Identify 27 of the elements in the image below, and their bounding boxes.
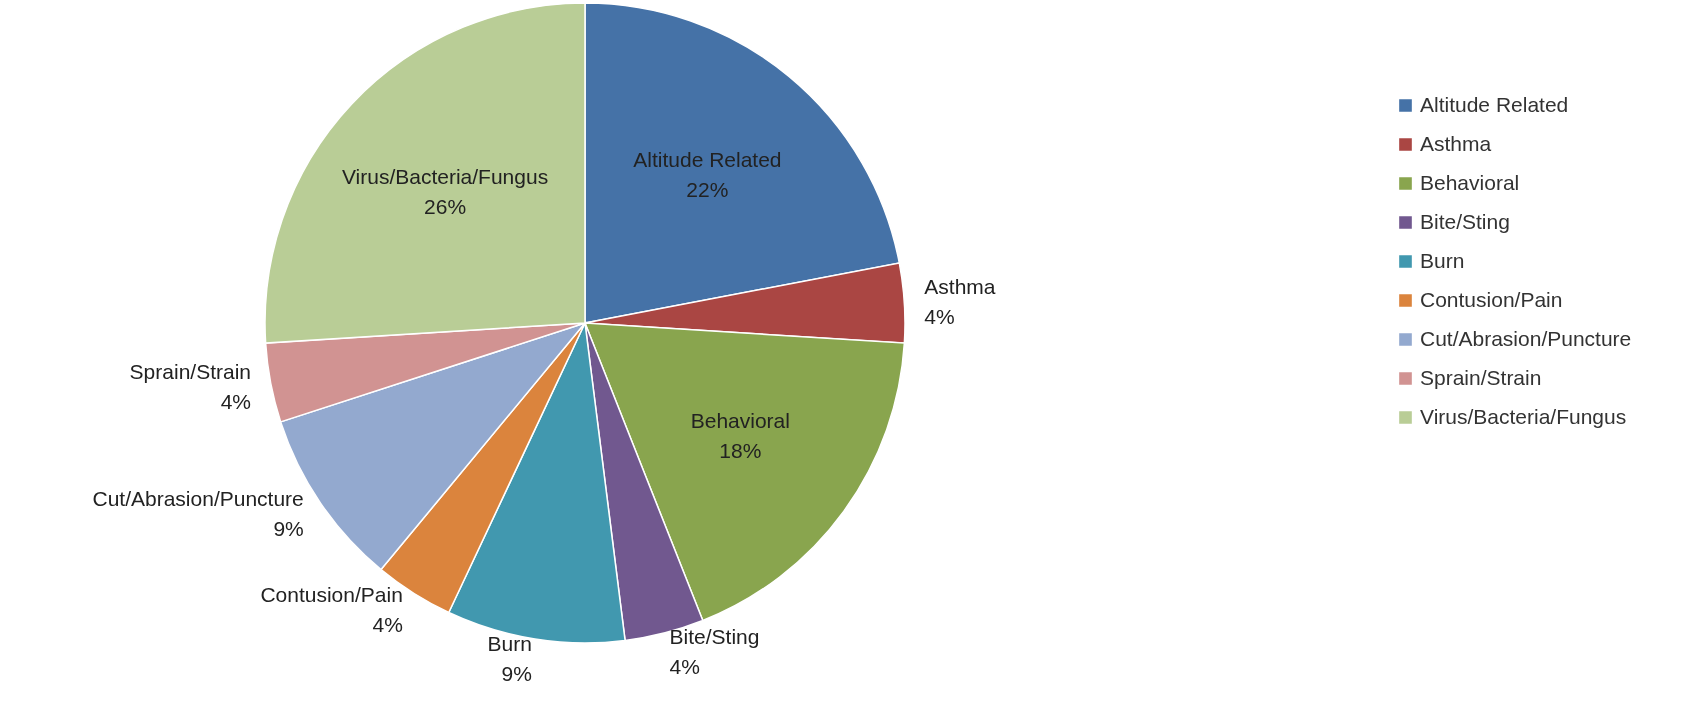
data-label: 9% [501,661,532,685]
legend-label: Virus/Bacteria/Fungus [1420,404,1627,428]
legend-label: Sprain/Strain [1420,365,1542,389]
legend-label: Bite/Sting [1420,209,1510,233]
data-label: 26% [424,194,467,218]
slice-label: Altitude Related [633,148,782,172]
slice-label: Behavioral [690,408,790,432]
legend-label: Behavioral [1420,170,1520,194]
legend-label: Contusion/Pain [1420,287,1563,311]
data-label: 18% [719,438,762,462]
data-label: 4% [924,304,955,328]
slice-label: Sprain/Strain [129,359,252,383]
legend-label: Burn [1420,248,1465,272]
legend-label: Altitude Related [1420,92,1569,116]
data-label: 4% [372,613,403,637]
data-label: 9% [273,517,304,541]
slice-label: Contusion/Pain [260,583,403,607]
data-label: 4% [669,655,700,679]
data-label: 22% [686,178,729,202]
data-label: 4% [220,389,252,413]
slice-label: Burn [487,631,532,655]
legend-label: Asthma [1420,131,1492,155]
slice-label: Cut/Abrasion/Puncture [92,487,304,511]
slice-label: Asthma [924,274,996,298]
slice-label: Bite/Sting [669,625,760,649]
legend-label: Cut/Abrasion/Puncture [1420,326,1632,350]
slice-label: Virus/Bacteria/Fungus [341,164,549,188]
